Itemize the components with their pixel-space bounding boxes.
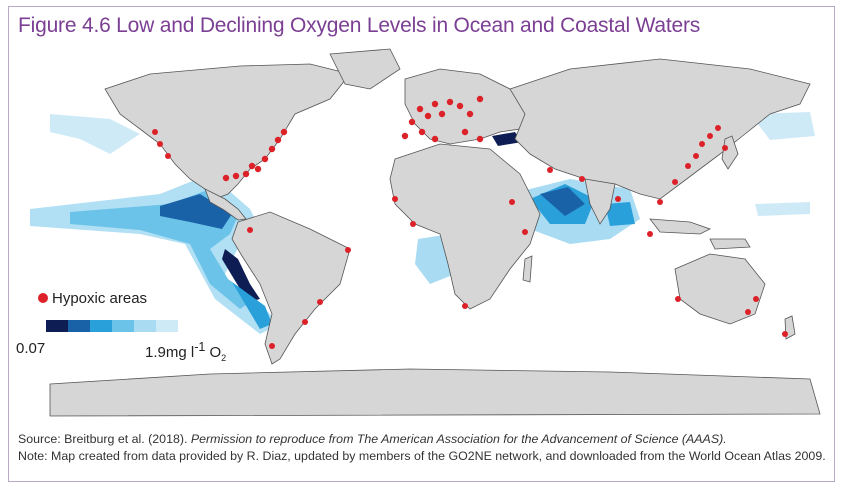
land-masses bbox=[49, 48, 821, 417]
japan bbox=[721, 135, 739, 170]
india bbox=[584, 178, 616, 225]
greenland bbox=[329, 48, 401, 90]
note-line: Note: Map created from data provided by … bbox=[18, 449, 826, 463]
scale-swatch bbox=[68, 320, 90, 332]
oxygen-zone-ne-pacific bbox=[50, 114, 140, 154]
figure-frame bbox=[8, 6, 835, 482]
oxygen-zone-w-pacific bbox=[755, 202, 810, 216]
scale-min-label: 0.07 bbox=[16, 340, 46, 357]
oxygen-zones bbox=[30, 112, 815, 334]
australia bbox=[674, 253, 766, 325]
scale-swatch bbox=[134, 320, 156, 332]
central-america bbox=[204, 188, 247, 221]
figure-title: Figure 4.6 Low and Declining Oxygen Leve… bbox=[18, 14, 701, 37]
legend-hypoxic: Hypoxic areas bbox=[38, 290, 147, 307]
scale-swatch bbox=[90, 320, 112, 332]
oxygen-zone-bengal bbox=[605, 202, 635, 226]
oxygen-scale bbox=[46, 320, 178, 332]
oxygen-zone-peru-dark bbox=[222, 249, 260, 302]
asia bbox=[509, 58, 811, 200]
hypoxic-sites bbox=[152, 95, 788, 349]
scale-swatch bbox=[46, 320, 68, 332]
scale-swatch bbox=[112, 320, 134, 332]
southeast-asia-islands bbox=[649, 218, 712, 235]
oxygen-zone-nw-pacific bbox=[750, 112, 815, 140]
north-america bbox=[104, 63, 351, 200]
madagascar bbox=[522, 255, 533, 283]
europe bbox=[404, 68, 531, 145]
oxygen-zone-arabian-dark bbox=[540, 187, 585, 216]
world-map bbox=[30, 48, 821, 417]
antarctica bbox=[49, 368, 821, 417]
source-note: Source: Breitburg et al. (2018). Permiss… bbox=[18, 431, 830, 465]
legend-hypoxic-label: Hypoxic areas bbox=[52, 290, 148, 307]
new-guinea bbox=[709, 238, 751, 250]
africa bbox=[389, 143, 541, 310]
scale-swatch bbox=[156, 320, 178, 332]
oxygen-zone-peru-mid bbox=[232, 282, 272, 329]
hypoxic-dot-icon bbox=[38, 293, 48, 303]
scale-max-label: 1.9mg l-1 O2 bbox=[145, 340, 227, 363]
south-america bbox=[231, 211, 351, 365]
oxygen-zone-black-sea bbox=[492, 132, 522, 146]
source-line: Source: Breitburg et al. (2018). Permiss… bbox=[18, 432, 727, 446]
